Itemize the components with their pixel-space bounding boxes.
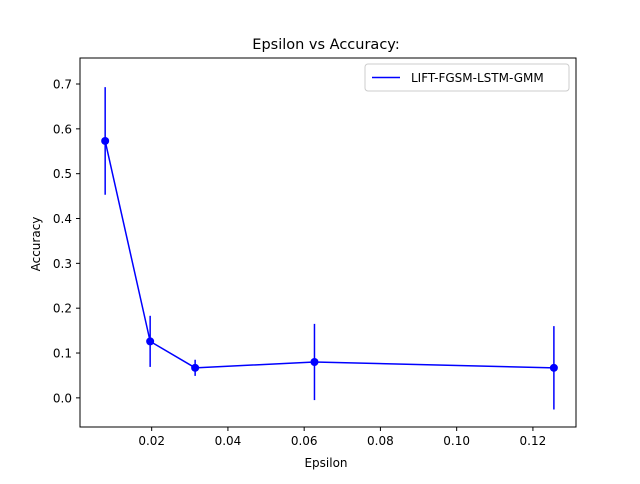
data-point: [146, 337, 155, 346]
y-tick-label: 0.7: [53, 78, 72, 92]
y-axis-label: Accuracy: [29, 217, 43, 272]
axes-frame: [79, 57, 577, 428]
data-point: [549, 363, 558, 372]
x-tick-label: 0.02: [138, 434, 165, 448]
x-tick-label: 0.04: [215, 434, 242, 448]
plot-area: [101, 87, 558, 410]
x-tick-label: 0.10: [443, 434, 470, 448]
y-tick-label: 0.5: [53, 167, 72, 181]
x-axis: 0.02 0.04 0.06 0.08 0.10 0.12: [138, 427, 546, 448]
data-point: [310, 357, 319, 366]
y-tick-label: 0.4: [53, 212, 72, 226]
x-tick-label: 0.06: [291, 434, 318, 448]
y-tick-label: 0.0: [53, 391, 72, 405]
data-point: [101, 136, 110, 145]
x-axis-label: Epsilon: [304, 456, 347, 470]
legend: LIFT-FGSM-LSTM-GMM: [364, 63, 570, 92]
x-tick-label: 0.08: [367, 434, 394, 448]
y-tick-label: 0.6: [53, 122, 72, 136]
legend-label: LIFT-FGSM-LSTM-GMM: [411, 71, 544, 85]
legend-box: [364, 63, 570, 92]
y-tick-label: 0.3: [53, 257, 72, 271]
x-tick-label: 0.12: [520, 434, 547, 448]
chart-title: Epsilon vs Accuracy:: [252, 37, 399, 53]
y-tick-label: 0.2: [53, 302, 72, 316]
data-point: [191, 363, 200, 372]
y-axis: 0.0 0.1 0.2 0.3 0.4 0.5 0.6 0.7: [53, 78, 80, 405]
series-group: [101, 87, 558, 410]
y-tick-label: 0.1: [53, 347, 72, 361]
